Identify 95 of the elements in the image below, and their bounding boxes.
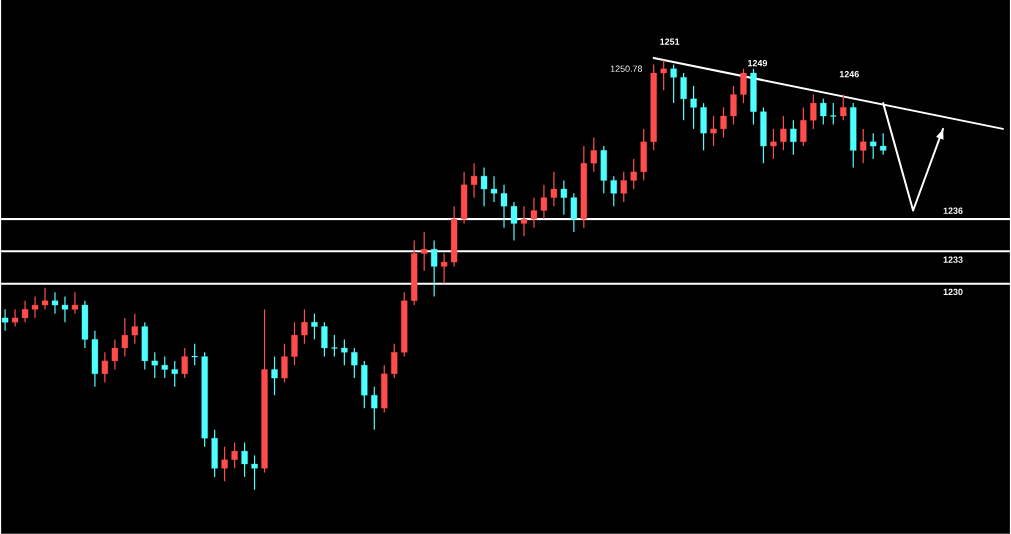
candlestick: [760, 106, 767, 164]
candlestick: [271, 356, 278, 396]
candlestick: [510, 201, 518, 242]
candlestick: [750, 68, 757, 126]
candlestick: [221, 446, 228, 482]
candlestick: [870, 132, 877, 160]
candlestick: [201, 351, 208, 448]
candlestick: [660, 59, 667, 91]
candlestick: [620, 171, 627, 203]
candlestick: [41, 287, 49, 311]
candlestick: [810, 94, 817, 130]
candlestick: [261, 308, 268, 474]
candlestick: [500, 184, 508, 229]
candlestick: [710, 115, 717, 147]
ref-line-label: 1236: [943, 207, 963, 214]
candlestick: [131, 313, 138, 345]
candlestick: [480, 167, 488, 207]
candlestick: [550, 171, 558, 207]
candlestick: [590, 136, 597, 173]
candlestick: [630, 158, 637, 190]
candlestick: [640, 128, 647, 182]
candlestick: [51, 291, 59, 315]
ref-line-label: 1233: [943, 256, 963, 263]
candlestick: [770, 128, 777, 160]
candlestick: [730, 85, 737, 126]
candlestick: [111, 338, 119, 371]
candlestick: [141, 321, 148, 371]
candlestick: [351, 347, 358, 379]
candlestick: [231, 442, 238, 469]
candlestick: [860, 128, 867, 164]
candlestick: [600, 145, 607, 195]
candlestick: [321, 321, 328, 358]
candlestick: [361, 360, 368, 409]
candlestick: [421, 231, 428, 272]
candlestick: [241, 442, 248, 478]
candlestick: [520, 205, 528, 237]
candlestick: [161, 356, 168, 379]
candlestick: [740, 68, 747, 104]
candlestick: [21, 300, 29, 323]
candlestick: [441, 252, 448, 285]
candlestick: [450, 205, 458, 268]
candlestick: [680, 72, 687, 121]
candlestick: [101, 351, 109, 384]
candlestick: [151, 351, 158, 379]
candlestick: [460, 171, 468, 225]
candlestick: [391, 343, 398, 379]
candlestick: [580, 145, 587, 229]
candlestick: [251, 454, 258, 491]
ref-line-label: 1230: [943, 288, 963, 296]
candlestick: [211, 429, 218, 478]
candlestick: [829, 102, 837, 126]
candlestick: [71, 291, 79, 315]
candlestick: [81, 300, 89, 349]
candlestick: [820, 98, 827, 126]
candlestick: [411, 240, 418, 306]
candlestick: [720, 106, 727, 139]
annotation: 1251: [660, 38, 680, 45]
candlestick: [540, 184, 548, 220]
candlestick: [800, 106, 807, 147]
candlestick: [690, 85, 697, 130]
candlestick: [1, 308, 9, 332]
annotation: 1246: [839, 71, 859, 78]
candlestick: [610, 175, 617, 207]
candlestick: [790, 119, 797, 156]
candlestick: [91, 330, 99, 388]
candlestick: [850, 102, 857, 169]
candlestick: [11, 308, 19, 328]
annotation: 1250.78: [610, 65, 643, 72]
candlestick: [381, 364, 388, 414]
candlestick: [560, 179, 568, 216]
candlestick: [281, 343, 288, 384]
candlestick: [650, 63, 657, 152]
candlestick: [431, 240, 438, 298]
candlestick: [371, 386, 378, 431]
candlestick: [401, 291, 408, 358]
candlestick: [301, 308, 308, 345]
candlestick: [311, 313, 318, 341]
candlestick: [171, 360, 178, 388]
candlestick: [291, 321, 298, 366]
candlestick: [330, 334, 338, 358]
candlestick: [840, 94, 847, 121]
candlestick: [31, 295, 39, 319]
candlestick: [880, 132, 887, 156]
candlestick: [61, 295, 69, 323]
candlestick: [490, 175, 498, 203]
candlestick: [530, 197, 538, 229]
candlestick: [121, 317, 128, 358]
candlestick: [341, 338, 348, 366]
candlestick: [780, 115, 787, 152]
candlestick: [181, 347, 188, 379]
candlestick: [470, 162, 478, 199]
candlestick: [670, 63, 677, 104]
candlestick: [700, 102, 707, 152]
annotation: 1249: [748, 60, 768, 67]
candlestick: [570, 192, 577, 233]
